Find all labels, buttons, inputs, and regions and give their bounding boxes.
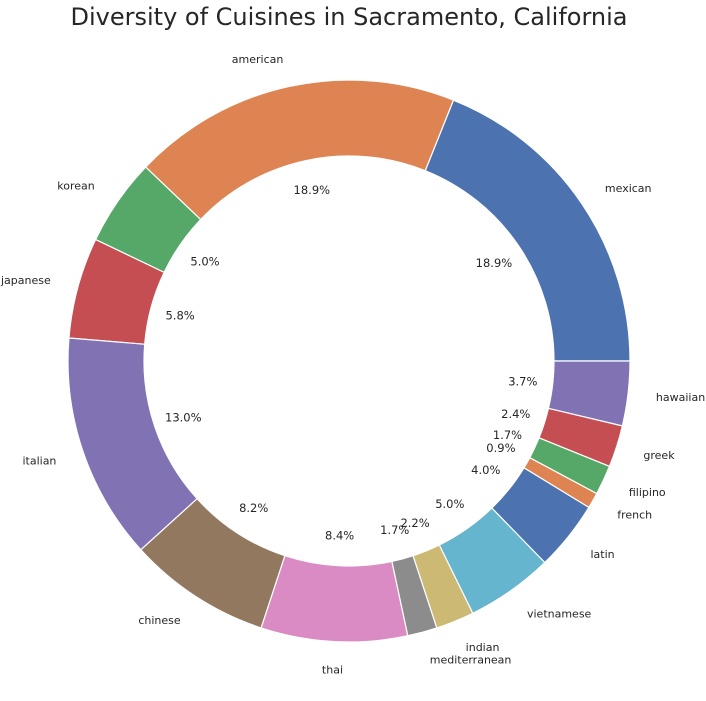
pct-korean: 5.0% bbox=[190, 255, 219, 269]
pct-filipino: 1.7% bbox=[493, 428, 522, 442]
label-hawaiian: hawaiian bbox=[656, 391, 705, 404]
label-japanese: japanese bbox=[0, 274, 51, 287]
labels-group: mexican 18.9% american 18.9% korean 5.0% japan… bbox=[0, 53, 705, 677]
slice-american bbox=[144, 79, 455, 221]
slice-hawaiian bbox=[547, 360, 631, 427]
pct-latin: 4.0% bbox=[471, 463, 500, 477]
label-filipino: filipino bbox=[629, 486, 666, 499]
label-mexican: mexican bbox=[605, 182, 652, 195]
pct-indian: 2.2% bbox=[400, 516, 429, 530]
pct-hawaiian: 3.7% bbox=[508, 374, 537, 388]
label-indian: indian bbox=[466, 641, 500, 654]
pct-american: 18.9% bbox=[294, 183, 331, 197]
pct-chinese: 8.2% bbox=[239, 501, 268, 515]
pct-greek: 2.4% bbox=[501, 407, 530, 421]
pct-japanese: 5.8% bbox=[165, 308, 194, 322]
label-american: american bbox=[232, 53, 284, 66]
label-french: french bbox=[617, 508, 652, 521]
label-chinese: chinese bbox=[138, 614, 181, 627]
label-greek: greek bbox=[643, 449, 675, 462]
label-latin: latin bbox=[590, 548, 614, 561]
slice-mexican bbox=[424, 99, 631, 362]
chart-title: Diversity of Cuisines in Sacramento, Cal… bbox=[71, 3, 628, 31]
label-mediterranean: mediterranean bbox=[430, 653, 512, 666]
label-korean: korean bbox=[57, 179, 94, 192]
pct-italian: 13.0% bbox=[165, 410, 202, 424]
pct-mediterranean: 1.7% bbox=[380, 523, 409, 537]
pct-french: 0.9% bbox=[486, 441, 515, 455]
slice-thai bbox=[260, 554, 409, 643]
slices-group bbox=[67, 79, 631, 643]
label-thai: thai bbox=[322, 664, 343, 677]
label-vietnamese: vietnamese bbox=[527, 608, 592, 621]
pct-thai: 8.4% bbox=[325, 529, 354, 543]
pct-mexican: 18.9% bbox=[476, 256, 513, 270]
pct-vietnamese: 5.0% bbox=[435, 497, 464, 511]
label-italian: italian bbox=[22, 454, 56, 467]
